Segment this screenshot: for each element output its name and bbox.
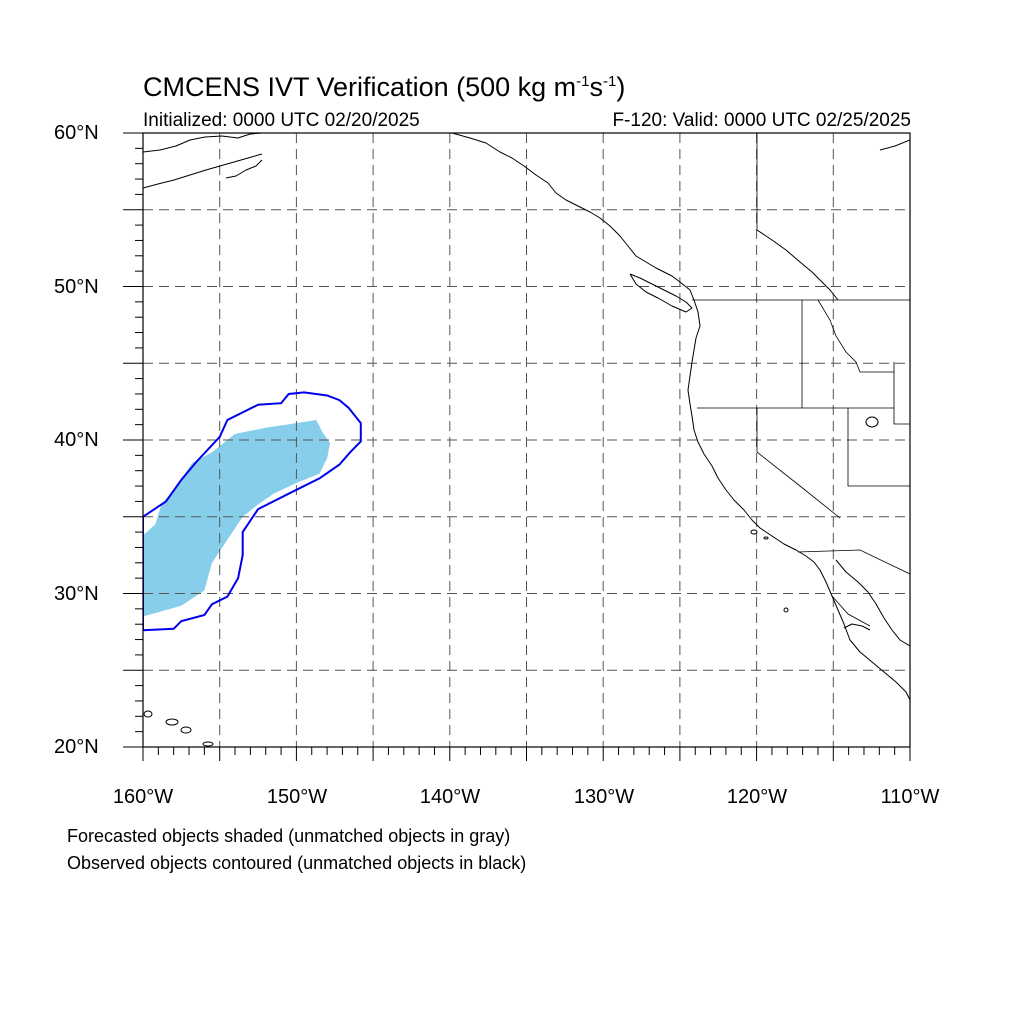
island-outline [763,536,769,540]
lon-label-120w: 120°W [726,786,788,808]
forecast-ivt-object [143,420,331,617]
coastlines [143,133,910,747]
axis-ticks [123,132,911,761]
lon-label-140w: 140°W [419,786,481,808]
initialized-time: Initialized: 0000 UTC 02/20/2025 [143,110,420,131]
political-borders [692,133,910,627]
lon-label-160w: 160°W [112,786,174,808]
island-outline [783,607,789,613]
coastline-segment [629,273,693,313]
lat-label-30n: 30°N [54,583,99,605]
coastline-segment [143,133,263,153]
island-outline [143,710,153,718]
lat-label-40n: 40°N [54,429,99,451]
island-outline [165,718,179,726]
coastline-segment [835,559,910,647]
border-line [847,408,910,487]
lake-outline [865,416,879,428]
grid-lines [143,133,910,747]
island-outline [202,741,214,747]
map-title: CMCENS IVT Verification (500 kg m-1s-1) [143,72,626,102]
plot-area [143,133,910,747]
island-outline [750,529,758,535]
lat-label-20n: 20°N [54,736,99,758]
coastline-segment [225,159,263,179]
island-outline [180,726,192,734]
coastline-segment [756,229,839,301]
border-line [756,408,841,519]
lon-label-150w: 150°W [266,786,328,808]
lat-label-50n: 50°N [54,276,99,298]
legend-observed-note: Observed objects contoured (unmatched ob… [67,853,527,873]
lon-label-130w: 130°W [573,786,635,808]
lon-label-110w: 110°W [880,786,940,808]
border-line [831,595,871,627]
legend-forecast-note: Forecasted objects shaded (unmatched obj… [67,826,511,846]
border-line [817,299,894,373]
valid-time: F-120: Valid: 0000 UTC 02/25/2025 [612,110,911,131]
lat-label-60n: 60°N [54,122,99,144]
observed-ivt-contour [143,391,362,632]
border-line [893,362,910,425]
border-line [797,549,910,575]
coastline-segment [143,153,263,189]
coastline-segment [843,623,871,631]
coastline-segment [451,133,910,701]
coastline-segment [879,139,910,151]
